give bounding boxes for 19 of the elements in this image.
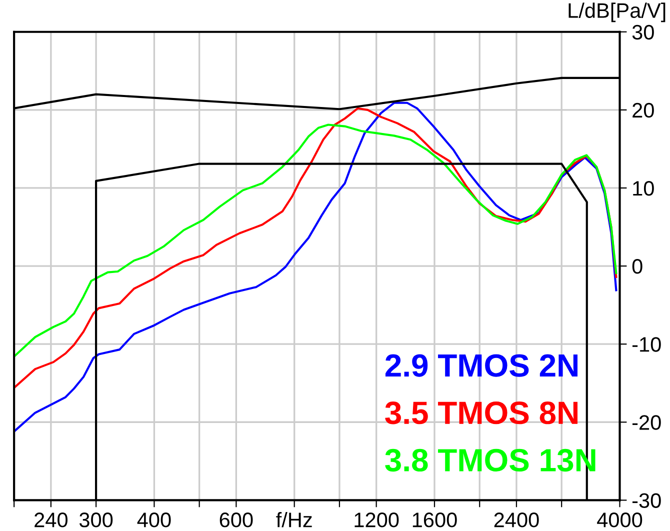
x-tick-label: 240 — [34, 512, 68, 528]
x-tick-label: 600 — [220, 512, 253, 528]
y-tick-label: 20 — [632, 102, 654, 118]
x-tick-label: 300 — [79, 512, 113, 528]
y-tick-label: -10 — [632, 337, 661, 352]
x-tick-label: f/Hz — [276, 512, 312, 528]
x-tick-label: 2400 — [494, 512, 539, 528]
x-tick-label: 1200 — [354, 512, 399, 528]
x-tick-label: 1600 — [412, 512, 457, 528]
text: 2.9 TMOS 2N — [385, 354, 578, 377]
x-tick-label: 400 — [137, 512, 171, 528]
y-tick-label: -30 — [632, 493, 661, 508]
y-axis-title: L/dB[Pa/V] — [568, 2, 666, 22]
x-tick-label: 4000 — [597, 512, 642, 528]
y-tick-label: 0 — [632, 259, 642, 274]
y-tick-label: -20 — [632, 415, 661, 430]
y-tick-label: 10 — [633, 180, 654, 196]
y-tick-label: 30 — [632, 24, 654, 40]
text: 3.5 TMOS 8N — [385, 402, 578, 424]
